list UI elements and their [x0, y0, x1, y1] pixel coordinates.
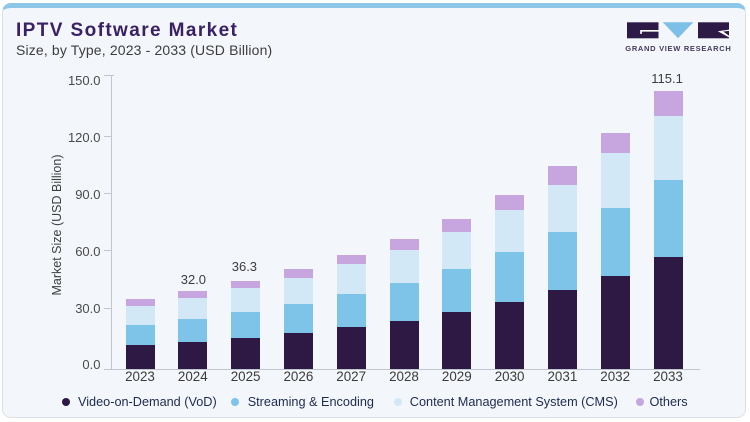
svg-text:GRAND VIEW RESEARCH: GRAND VIEW RESEARCH [625, 44, 731, 53]
